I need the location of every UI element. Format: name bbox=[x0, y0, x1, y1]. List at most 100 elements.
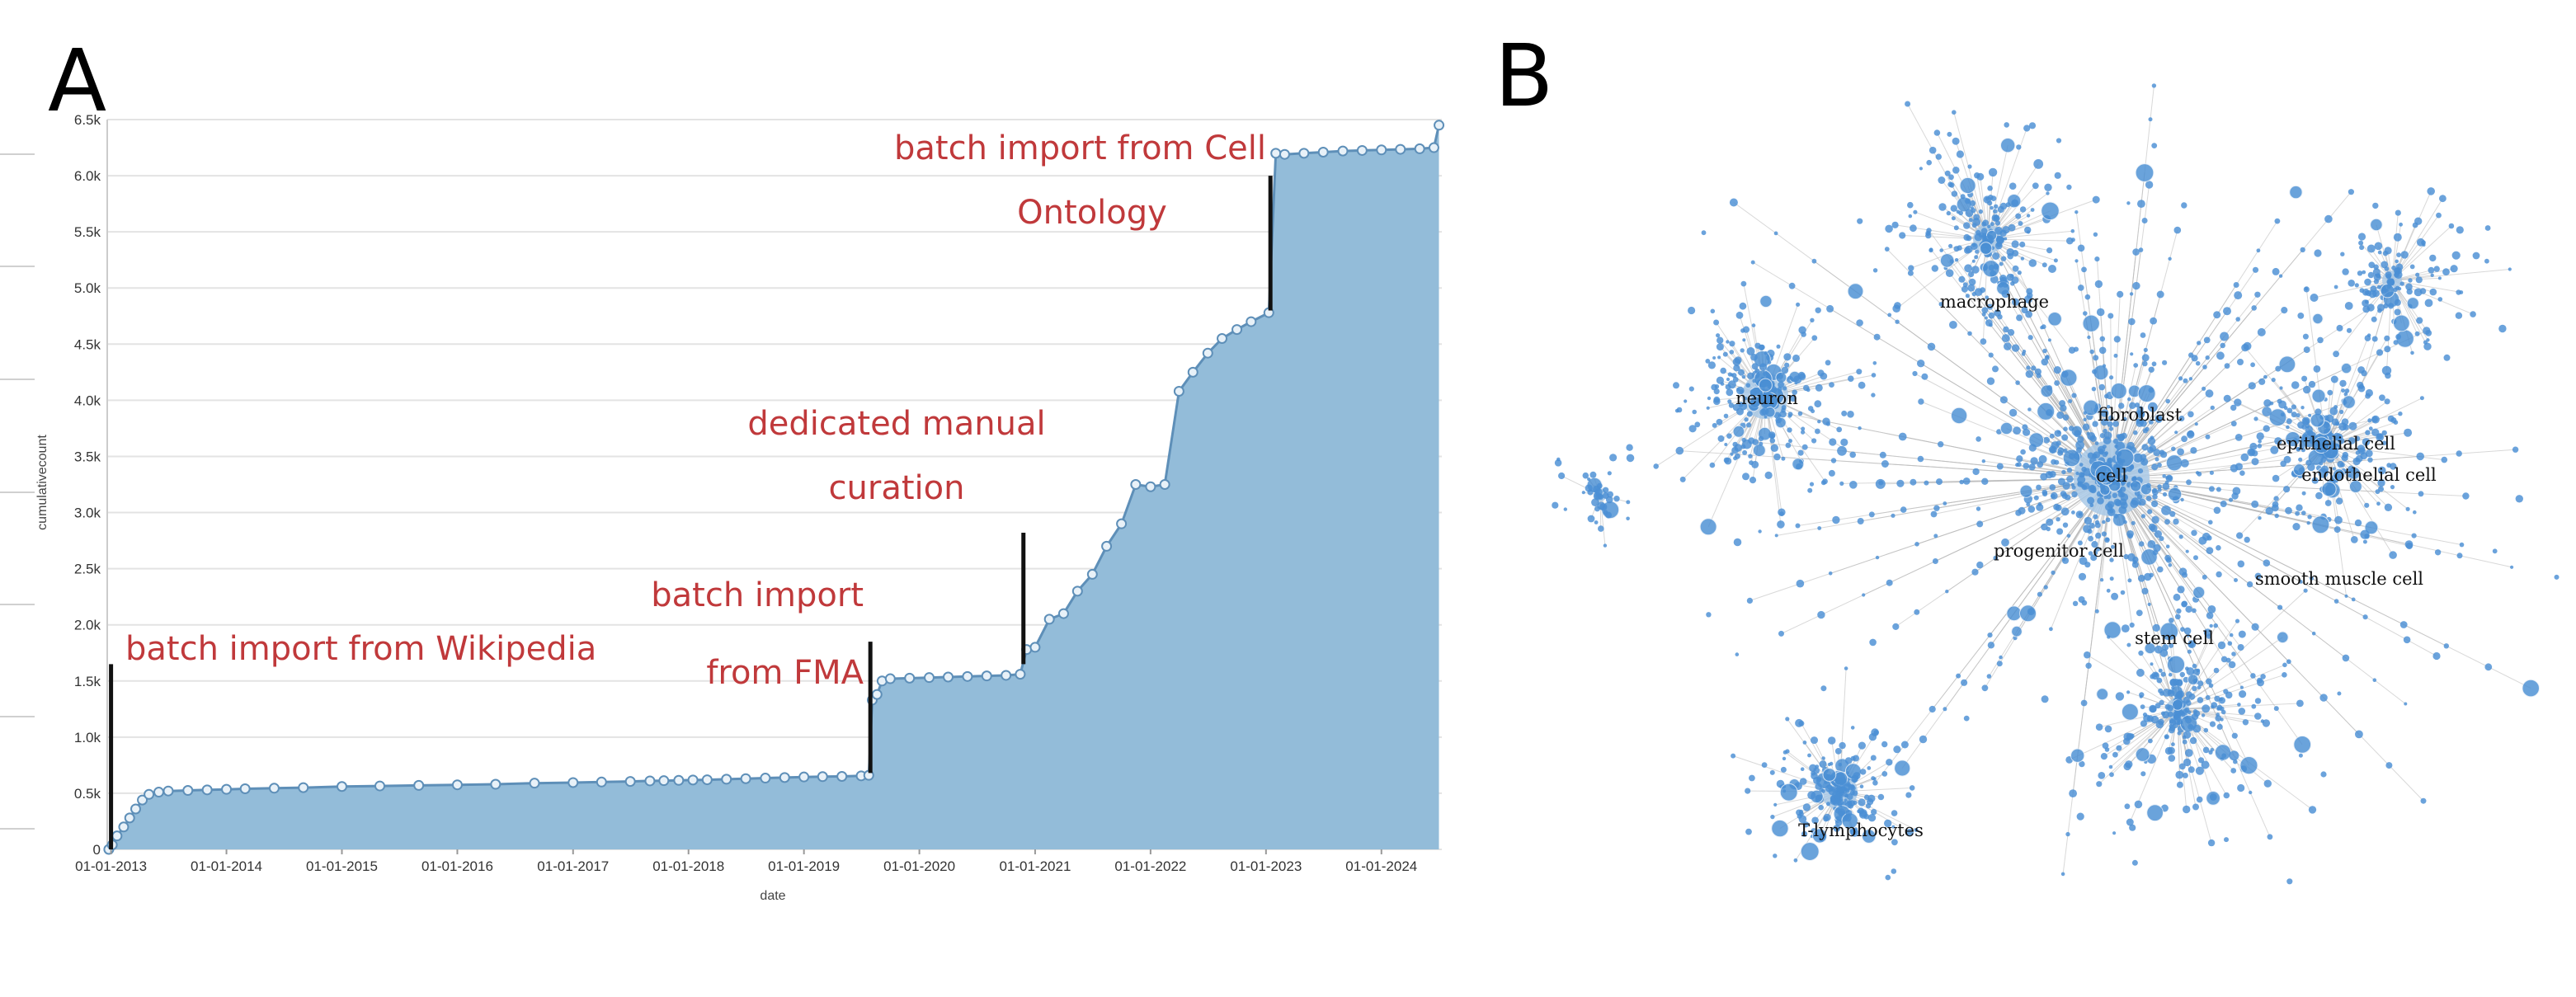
network-node bbox=[2307, 515, 2312, 520]
network-node bbox=[2135, 747, 2150, 762]
network-node bbox=[2415, 276, 2423, 284]
network-node bbox=[1994, 309, 2001, 317]
network-node bbox=[2087, 496, 2095, 505]
network-node bbox=[1967, 164, 1972, 169]
network-node bbox=[2068, 399, 2073, 403]
network-node bbox=[1980, 338, 1987, 345]
network-node bbox=[2231, 732, 2238, 739]
x-tick-label: 01-01-2019 bbox=[768, 858, 840, 874]
network-node bbox=[2046, 518, 2054, 526]
network-node bbox=[2098, 346, 2107, 355]
network-node bbox=[2271, 504, 2279, 512]
network-node bbox=[2126, 690, 2131, 694]
network-node bbox=[2192, 663, 2197, 669]
network-edge bbox=[2111, 184, 2150, 479]
network-node bbox=[2093, 514, 2098, 520]
network-node bbox=[2399, 621, 2408, 628]
network-node bbox=[2001, 289, 2010, 299]
network-node bbox=[1558, 472, 1566, 480]
node-label-endothelial-cell: endothelial cell bbox=[2301, 465, 2437, 485]
network-node bbox=[2142, 712, 2148, 717]
network-node bbox=[2061, 469, 2066, 475]
network-node bbox=[2367, 418, 2372, 423]
network-node bbox=[2333, 599, 2339, 604]
network-edge bbox=[2111, 477, 2406, 704]
network-node bbox=[2116, 745, 2122, 751]
network-node bbox=[1943, 501, 1947, 506]
network-node bbox=[1968, 278, 1976, 286]
network-node bbox=[1930, 510, 1938, 518]
network-node bbox=[2028, 259, 2037, 267]
network-node bbox=[2023, 125, 2031, 132]
network-node bbox=[2394, 271, 2399, 278]
network-node bbox=[2254, 572, 2262, 580]
network-node bbox=[2301, 510, 2306, 515]
network-node bbox=[2216, 487, 2221, 492]
network-node bbox=[1833, 825, 1841, 832]
network-node bbox=[2364, 502, 2370, 508]
network-node bbox=[2237, 359, 2244, 365]
network-node bbox=[1914, 542, 1919, 547]
network-node bbox=[2406, 288, 2413, 295]
network-edge bbox=[2111, 477, 2303, 745]
network-node bbox=[2305, 459, 2312, 466]
network-node bbox=[2178, 567, 2187, 576]
network-node bbox=[1728, 402, 1735, 408]
network-node bbox=[1958, 210, 1964, 216]
network-node bbox=[1862, 593, 1866, 597]
network-node bbox=[1988, 312, 1995, 319]
network-node bbox=[2023, 463, 2030, 469]
data-point bbox=[221, 783, 233, 795]
data-point bbox=[1217, 333, 1228, 344]
network-node bbox=[2364, 290, 2370, 295]
network-node bbox=[2386, 463, 2392, 468]
network-node bbox=[2348, 480, 2362, 493]
network-node bbox=[2201, 760, 2210, 769]
network-node bbox=[2129, 292, 2134, 296]
network-node bbox=[2173, 226, 2182, 234]
network-node bbox=[2396, 252, 2402, 257]
network-edge bbox=[2111, 477, 2212, 844]
network-node bbox=[2186, 667, 2195, 675]
network-node bbox=[2277, 604, 2283, 610]
network-node bbox=[2022, 424, 2028, 430]
network-node bbox=[1781, 405, 1787, 411]
network-node bbox=[1795, 718, 1804, 727]
network-node bbox=[2211, 705, 2215, 709]
network-node bbox=[1970, 200, 1976, 207]
network-node bbox=[2388, 303, 2395, 309]
network-node bbox=[2126, 818, 2134, 826]
network-node bbox=[1773, 802, 1778, 807]
network-node bbox=[2000, 256, 2007, 261]
network-node bbox=[2285, 431, 2301, 447]
network-node bbox=[1949, 259, 1954, 264]
network-node bbox=[2080, 699, 2088, 707]
network-node bbox=[2094, 609, 2099, 614]
network-node bbox=[2197, 341, 2202, 346]
network-node bbox=[2257, 327, 2266, 336]
network-node bbox=[2159, 622, 2179, 642]
network-node bbox=[1917, 455, 1924, 463]
network-node bbox=[2001, 538, 2009, 547]
network-node bbox=[2006, 605, 2023, 622]
network-node bbox=[1919, 167, 1923, 171]
network-node bbox=[2249, 442, 2258, 451]
x-tick-label: 01-01-2015 bbox=[306, 858, 378, 874]
network-node bbox=[2019, 484, 2033, 498]
network-node bbox=[1607, 491, 1613, 498]
network-node bbox=[1838, 808, 1846, 816]
x-tick-label: 01-01-2022 bbox=[1114, 858, 1186, 874]
network-node bbox=[2203, 336, 2211, 344]
network-node bbox=[2187, 411, 2194, 418]
network-edge bbox=[2325, 338, 2388, 446]
data-point bbox=[1231, 324, 1243, 336]
network-node bbox=[2162, 491, 2168, 497]
network-node bbox=[2296, 447, 2301, 451]
network-node bbox=[2068, 346, 2076, 354]
network-node bbox=[2342, 268, 2349, 275]
node-label-stem-cell: stem cell bbox=[2135, 628, 2214, 648]
network-node bbox=[2233, 759, 2238, 764]
network-node bbox=[1716, 418, 1723, 426]
network-node bbox=[1857, 518, 1864, 524]
network-node bbox=[2263, 559, 2271, 567]
